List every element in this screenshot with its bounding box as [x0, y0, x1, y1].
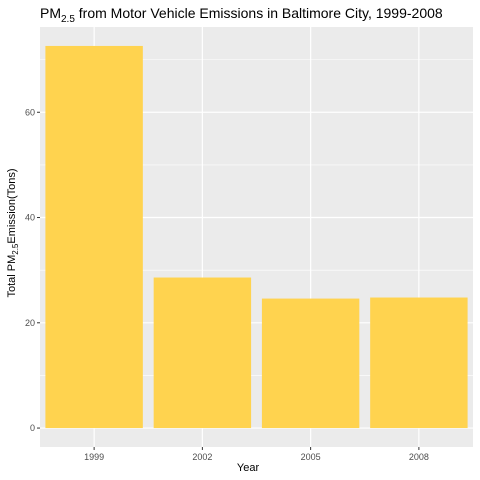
- x-tick-label: 2005: [301, 452, 321, 462]
- x-tick-label: 2002: [192, 452, 212, 462]
- x-tick-label: 1999: [84, 452, 104, 462]
- bar-1999: [45, 45, 143, 429]
- bar-2002: [153, 277, 252, 429]
- y-tick-label: 20: [25, 318, 35, 328]
- y-axis-label: Total PM2.5Emission(Tons): [5, 168, 21, 298]
- bars: [45, 45, 468, 429]
- y-tick-label: 0: [30, 423, 35, 433]
- y-axis: 0 20 40 60: [25, 107, 40, 433]
- x-tick-label: 2008: [409, 452, 429, 462]
- y-tick-label: 40: [25, 213, 35, 223]
- x-axis: 1999 2002 2005 2008: [84, 447, 429, 462]
- y-tick-label: 60: [25, 107, 35, 117]
- bar-2005: [261, 298, 360, 429]
- x-axis-label: Year: [236, 462, 260, 474]
- chart-title: PM2.5 from Motor Vehicle Emissions in Ba…: [40, 5, 443, 25]
- bar-2008: [370, 297, 468, 429]
